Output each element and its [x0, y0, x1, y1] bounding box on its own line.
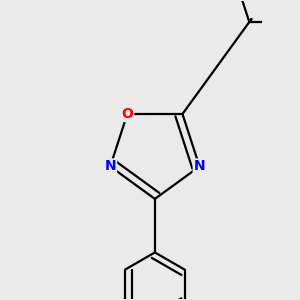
- Text: O: O: [122, 107, 133, 121]
- Text: N: N: [104, 160, 116, 173]
- Text: N: N: [194, 160, 205, 173]
